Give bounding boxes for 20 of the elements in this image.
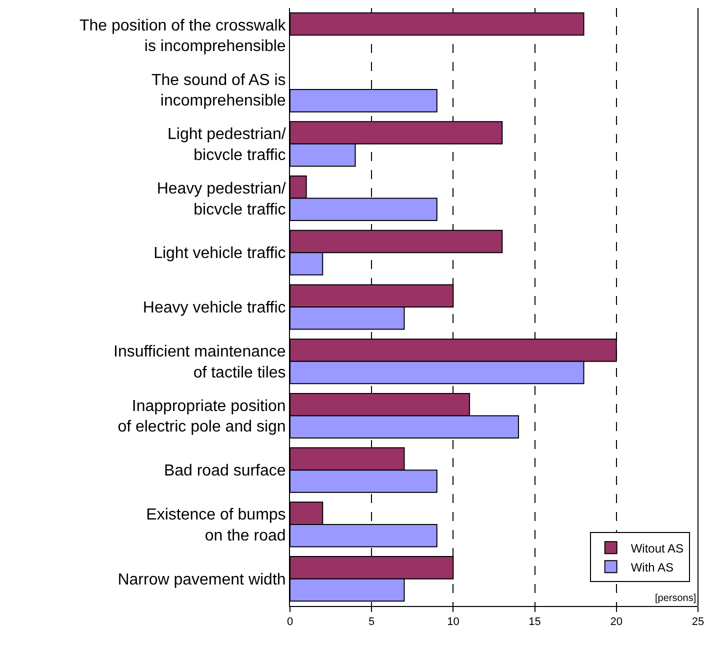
y-tick-label: Narrow pavement width (118, 571, 286, 588)
x-tick-label: 25 (692, 616, 704, 628)
x-tick-label: 10 (447, 616, 460, 628)
y-tick-label: Heavy pedestrian/ bicvcle traffic (156, 180, 286, 218)
y-tick-label: The sound of AS is incomprehensible (151, 72, 286, 110)
x-tick-label: 15 (528, 616, 541, 628)
x-tick-label: 20 (610, 616, 623, 628)
x-axis-title: [persons] (655, 593, 696, 604)
y-tick-label: Light pedestrian/ bicvcle traffic (167, 126, 286, 164)
y-tick-label: The position of the crosswalk is incomprehensible (79, 17, 287, 56)
x-tick-label: 5 (368, 616, 375, 628)
legend-label: Witout AS (630, 541, 684, 556)
legend-label: With AS (630, 560, 674, 574)
y-tick-label: Light vehicle traffic (154, 245, 286, 262)
y-tick-label: Existence of bumps on the road (146, 506, 286, 544)
y-tick-label: Heavy vehicle traffic (142, 300, 286, 317)
x-tick-label: 0 (286, 616, 294, 628)
y-tick-label: Bad road surface (164, 462, 286, 480)
y-tick-label: Insufficient maintenance of tactile tiles (114, 344, 286, 382)
y-tick-label: Inappropriate position of electric pole and sign (118, 398, 286, 436)
